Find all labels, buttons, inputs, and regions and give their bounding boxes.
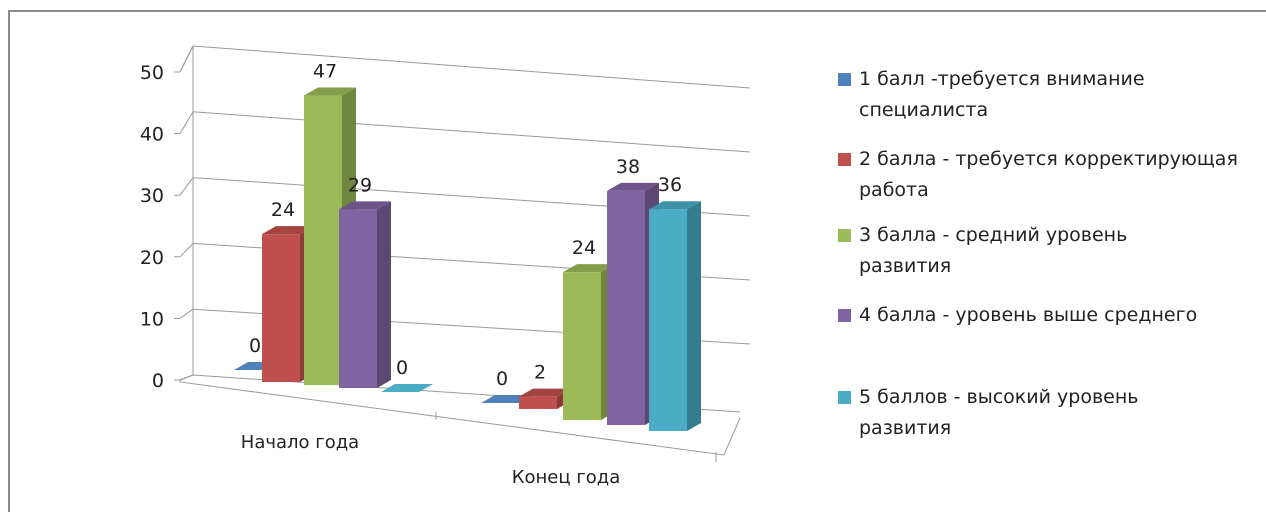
data-label: 24: [271, 199, 295, 221]
y-tick-label: 0: [152, 370, 164, 392]
legend-item: 5 баллов - высокий уровень развития: [838, 384, 1189, 444]
data-label: 0: [396, 357, 408, 379]
legend-item: 4 балла - уровень выше среднего: [838, 302, 1259, 331]
legend-label: 5 баллов - высокий уровень развития: [859, 386, 1139, 439]
gridline: [192, 111, 751, 153]
bar-top: [649, 201, 701, 210]
legend-label: 1 балл -требуется внимание специалиста: [859, 68, 1145, 121]
bar-top: [607, 182, 659, 191]
y-axis-ticks: 0 10 20 30 40 50: [140, 62, 180, 392]
data-label: 2: [534, 362, 546, 384]
bar: [339, 209, 377, 388]
data-label: 38: [616, 156, 640, 178]
gridline-side: [179, 374, 194, 381]
bar-top: [262, 226, 314, 235]
category-label: Начало года: [241, 432, 359, 453]
y-tick-label: 10: [140, 308, 164, 330]
y-tick-label: 50: [140, 62, 164, 84]
gridline: [192, 45, 751, 89]
legend-swatch: [838, 229, 851, 242]
y-tick-label: 30: [140, 185, 164, 207]
bar-top: [304, 87, 356, 96]
gridline-side: [179, 243, 194, 258]
data-label: 47: [313, 60, 337, 82]
gridline-side: [179, 45, 194, 73]
legend-item: 2 балла - требуется корректирующая работ…: [838, 146, 1259, 206]
legend-item: 3 балла - средний уровень развития: [838, 222, 1189, 282]
data-label: 24: [572, 237, 596, 259]
bar-side: [377, 201, 391, 388]
bar-side: [687, 201, 701, 431]
data-labels: 0 24 47 29 0 0 2 24 38 36: [249, 60, 682, 390]
y-tick-label: 40: [140, 124, 164, 146]
bars: [234, 87, 701, 431]
data-label: 36: [658, 174, 682, 196]
legend-item: 1 балл -требуется внимание специалиста: [838, 66, 1259, 126]
legend-label: 4 балла - уровень выше среднего: [859, 304, 1198, 326]
bar: [262, 234, 300, 382]
category-label: Конец года: [512, 467, 621, 488]
legend-swatch: [838, 153, 851, 166]
bar-zero: [381, 384, 433, 392]
data-label: 29: [348, 174, 372, 196]
data-label: 0: [496, 368, 508, 390]
bar-top: [519, 388, 571, 397]
bar: [607, 190, 645, 425]
bar: [304, 95, 342, 385]
bar: [649, 209, 687, 431]
gridline-side: [179, 111, 194, 134]
y-tick-label: 20: [140, 247, 164, 269]
legend-swatch: [838, 309, 851, 322]
gridline-side: [179, 177, 194, 196]
category-labels: Начало года Конец года: [241, 412, 717, 488]
bar: [519, 396, 557, 409]
legend-swatch: [838, 391, 851, 404]
bar-top: [339, 201, 391, 210]
legend-label: 3 балла - средний уровень развития: [859, 224, 1128, 277]
left-wall: [179, 45, 194, 381]
legend-label: 2 балла - требуется корректирующая работ…: [859, 148, 1238, 201]
bar: [563, 272, 601, 420]
gridline-side: [179, 308, 194, 319]
data-label: 0: [249, 335, 261, 357]
bar-top: [563, 264, 615, 273]
legend-swatch: [838, 73, 851, 86]
